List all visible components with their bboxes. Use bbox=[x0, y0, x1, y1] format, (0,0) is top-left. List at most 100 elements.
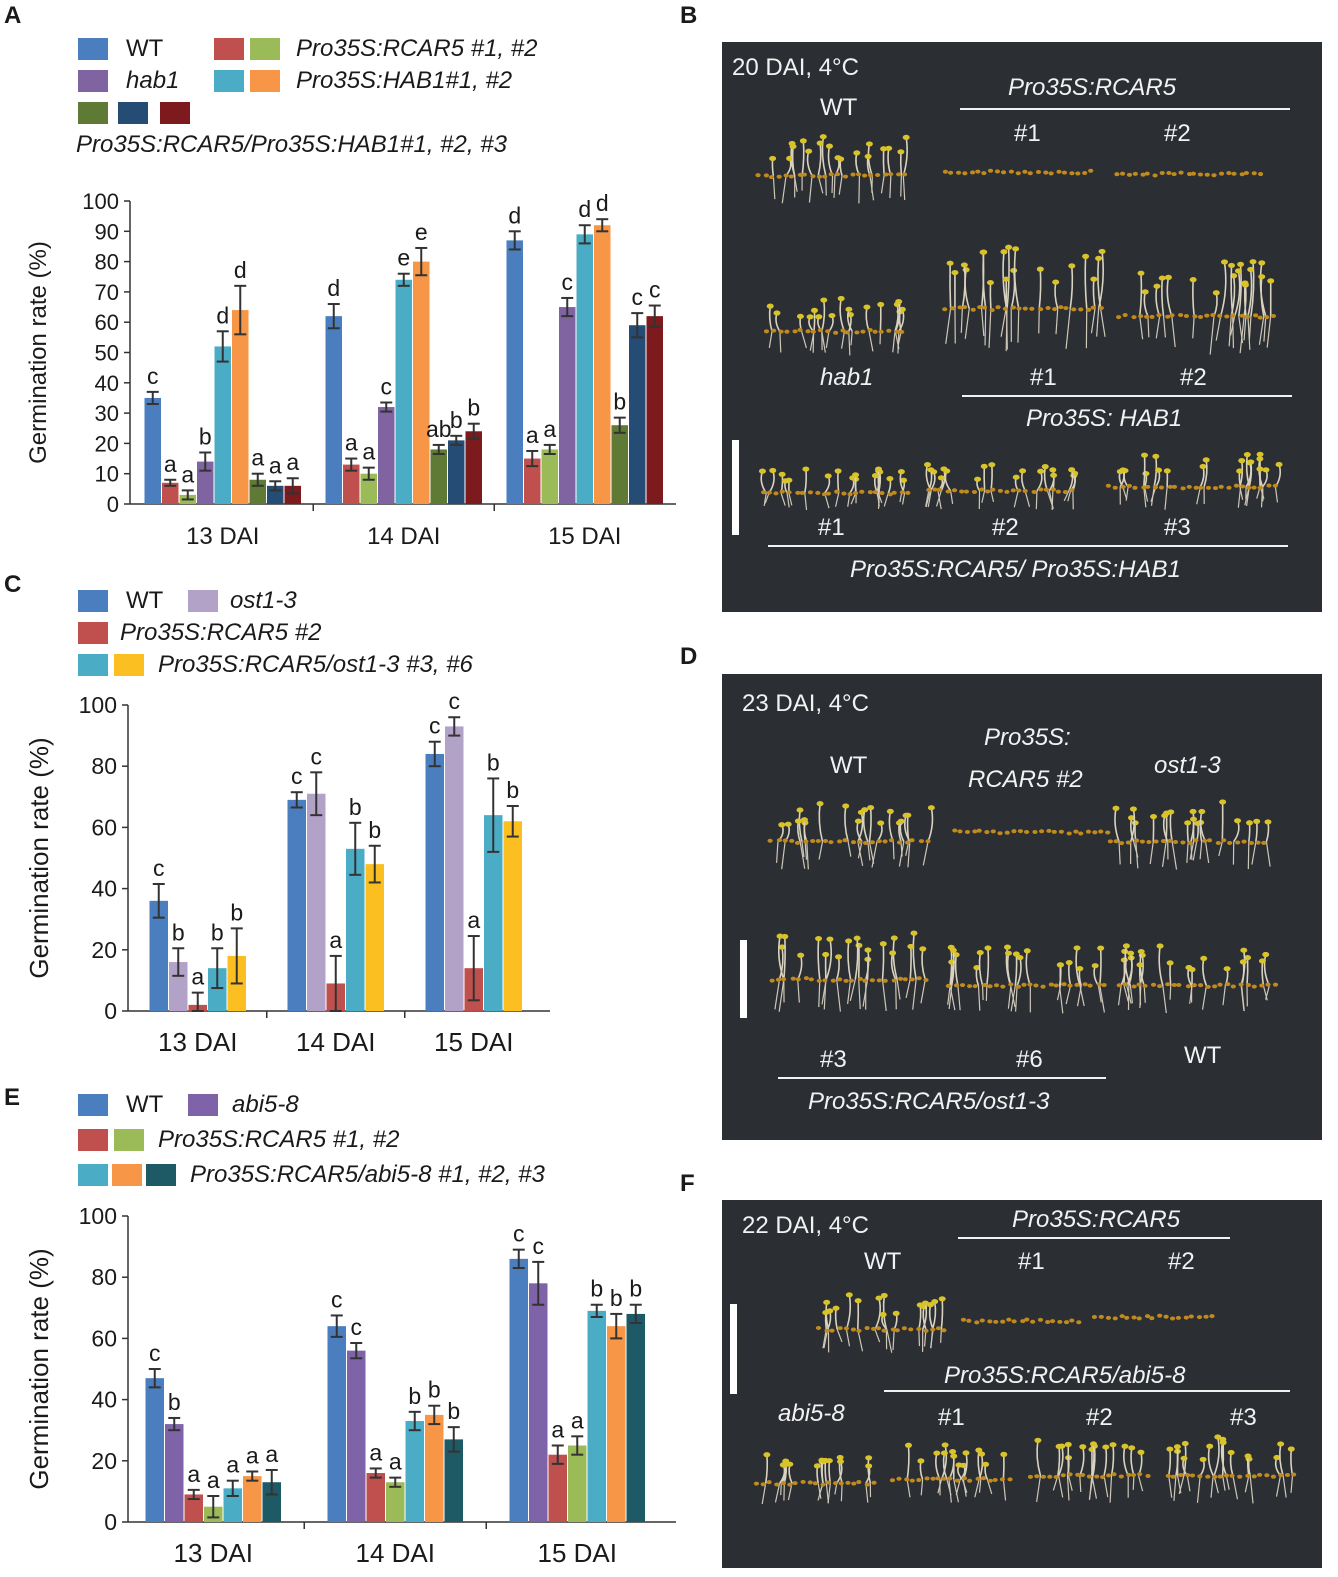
legend-swatch-comp-3 bbox=[78, 654, 108, 676]
root bbox=[929, 1329, 934, 1348]
bar bbox=[646, 316, 663, 504]
cotyledon bbox=[822, 951, 830, 958]
root bbox=[818, 841, 824, 860]
root bbox=[801, 841, 805, 858]
seed bbox=[1158, 485, 1165, 490]
cotyledon bbox=[852, 472, 860, 478]
cotyledon bbox=[797, 952, 805, 958]
seed bbox=[1165, 314, 1171, 319]
cotyledon bbox=[1181, 1440, 1189, 1447]
seed bbox=[1217, 1474, 1223, 1479]
seeds-rcar5-2 bbox=[1091, 1313, 1215, 1321]
hypocotyl bbox=[921, 948, 927, 980]
seed bbox=[867, 327, 873, 332]
cotyledon bbox=[1262, 951, 1270, 958]
cotyledon bbox=[837, 295, 845, 302]
cotyledon bbox=[1199, 463, 1207, 470]
bar bbox=[444, 1439, 463, 1522]
cotyledon bbox=[1150, 813, 1158, 820]
seed bbox=[1016, 488, 1022, 493]
significance-letter: b bbox=[199, 423, 212, 449]
y-tick-label: 60 bbox=[91, 1325, 117, 1351]
seed bbox=[1037, 1317, 1044, 1322]
seed bbox=[1272, 483, 1278, 488]
root bbox=[927, 490, 932, 508]
seed bbox=[840, 328, 846, 333]
seedlings-double-3 bbox=[1105, 451, 1283, 510]
seed bbox=[948, 170, 954, 175]
seed bbox=[981, 171, 987, 176]
significance-letter: d bbox=[508, 202, 521, 228]
seed bbox=[1212, 486, 1219, 491]
seed bbox=[870, 1326, 877, 1331]
cotyledon bbox=[1120, 957, 1128, 963]
seed bbox=[947, 1476, 953, 1481]
hypocotyl bbox=[828, 1460, 832, 1484]
root bbox=[1199, 841, 1203, 860]
y-axis-label: Germination rate (%) bbox=[24, 1248, 54, 1489]
root bbox=[780, 1483, 782, 1496]
seed bbox=[1082, 170, 1088, 175]
seed bbox=[1067, 1472, 1073, 1477]
seed bbox=[1257, 315, 1263, 320]
seed bbox=[1082, 982, 1088, 987]
hypocotyl bbox=[950, 950, 955, 986]
root bbox=[1024, 490, 1031, 507]
seed bbox=[1092, 830, 1098, 835]
y-tick-label: 40 bbox=[95, 371, 119, 396]
cotyledon bbox=[834, 468, 842, 474]
seed bbox=[801, 172, 807, 177]
hypocotyl bbox=[906, 1445, 910, 1480]
seed bbox=[1031, 489, 1037, 494]
significance-letter: ab bbox=[426, 416, 452, 442]
root bbox=[1103, 1475, 1109, 1498]
hypocotyl bbox=[1202, 958, 1208, 986]
legend-label-double: Pro35S:RCAR5/Pro35S:HAB1#1, #2, #3 bbox=[76, 131, 507, 158]
bar bbox=[503, 821, 522, 1011]
seed bbox=[1015, 171, 1021, 176]
seed bbox=[862, 840, 869, 845]
cotyledon bbox=[832, 1305, 840, 1311]
cotyledon bbox=[1023, 948, 1031, 954]
y-tick-label: 0 bbox=[107, 492, 119, 517]
cotyledon bbox=[1219, 1439, 1227, 1446]
root bbox=[801, 331, 807, 349]
seed bbox=[883, 172, 889, 177]
seed bbox=[1183, 1315, 1189, 1320]
cotyledon bbox=[984, 945, 992, 951]
seed bbox=[1186, 172, 1193, 177]
cotyledon bbox=[1166, 960, 1174, 966]
root bbox=[1063, 490, 1070, 502]
significance-letter: a bbox=[226, 1452, 239, 1478]
cotyledon bbox=[988, 462, 996, 468]
root bbox=[899, 492, 903, 503]
cotyledon bbox=[1082, 253, 1090, 259]
seed bbox=[1205, 485, 1212, 490]
root bbox=[1275, 1475, 1282, 1497]
hypocotyl bbox=[1110, 1444, 1115, 1476]
significance-letter: a bbox=[251, 445, 264, 471]
root bbox=[912, 979, 917, 1010]
bar bbox=[405, 1421, 424, 1522]
seed bbox=[1180, 486, 1186, 491]
seed bbox=[1027, 982, 1033, 987]
cotyledon bbox=[1131, 820, 1139, 826]
root bbox=[978, 1479, 982, 1493]
legend-label-hab1: hab1 bbox=[126, 67, 180, 94]
bar bbox=[541, 449, 558, 504]
seed bbox=[1140, 172, 1146, 177]
cotyledon bbox=[895, 298, 903, 305]
seed bbox=[1193, 485, 1199, 490]
hypocotyl bbox=[1092, 279, 1096, 309]
seed bbox=[957, 829, 963, 834]
hypocotyl bbox=[1025, 950, 1032, 986]
seed bbox=[1284, 1473, 1291, 1478]
cotyledon bbox=[1256, 466, 1264, 472]
cotyledon bbox=[786, 155, 794, 161]
cotyledon bbox=[1004, 950, 1012, 956]
cotyledon bbox=[897, 818, 905, 824]
seed bbox=[930, 1476, 936, 1481]
root bbox=[1051, 490, 1054, 511]
seed bbox=[1153, 839, 1159, 844]
